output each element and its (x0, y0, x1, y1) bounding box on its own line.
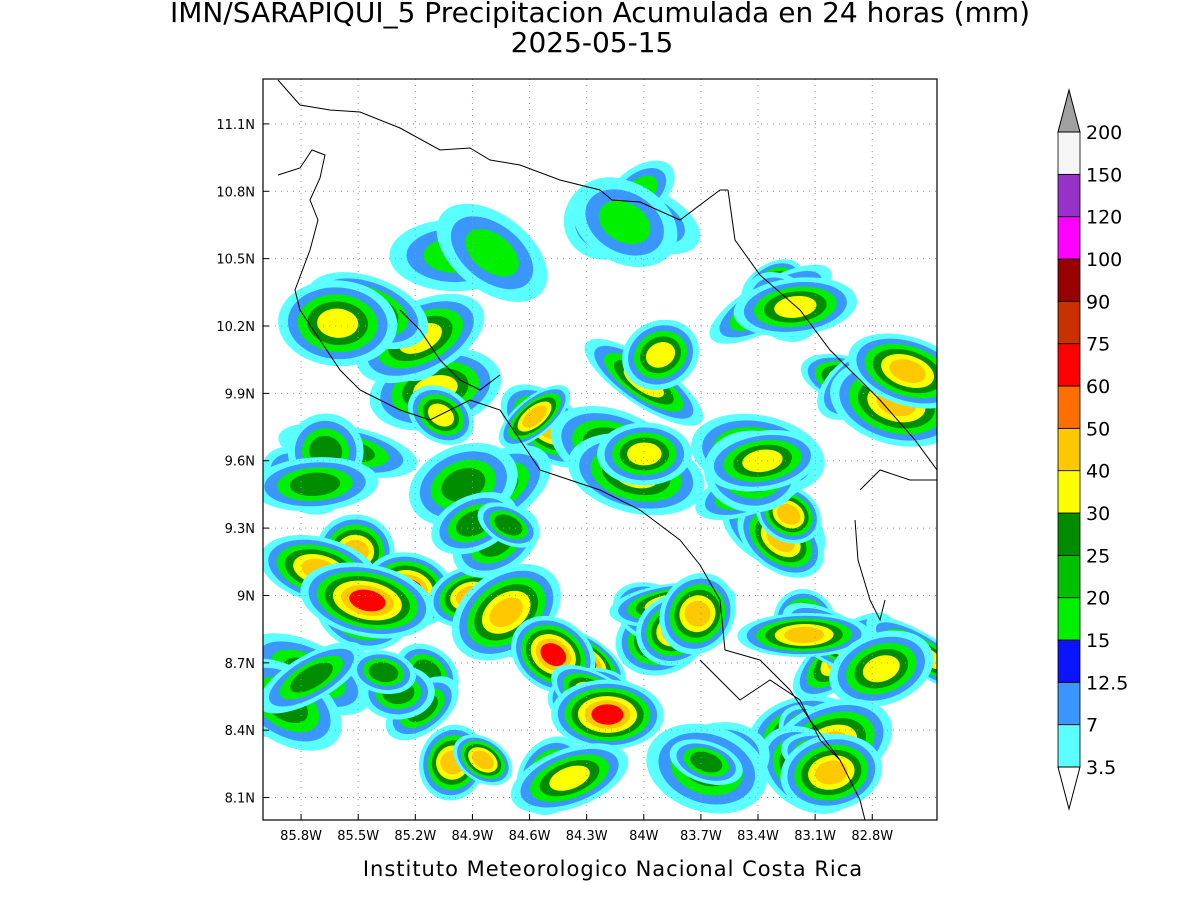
colorbar-box (1057, 639, 1081, 683)
colorbar-label: 90 (1086, 291, 1110, 313)
precip-blob (549, 765, 590, 791)
colorbar-under (1057, 766, 1081, 811)
colorbar-box (1057, 343, 1081, 387)
colorbar-box (1057, 173, 1081, 218)
precip-blob (774, 295, 817, 318)
x-tick-label: 83.4W (737, 829, 779, 844)
precip-blob (465, 228, 519, 277)
colorbar-box (1057, 427, 1081, 472)
colorbar-label: 100 (1086, 249, 1122, 271)
y-tick-label: 10.2N (216, 320, 255, 335)
precip-blob (591, 704, 624, 725)
coastline (277, 79, 937, 820)
colorbar-label: 12.5 (1086, 672, 1128, 694)
colorbar-label: 30 (1086, 503, 1110, 525)
y-tick-label: 8.7N (225, 657, 255, 672)
colorbar-label: 40 (1086, 461, 1110, 483)
colorbar-box (1057, 258, 1081, 302)
y-tick-label: 10.5N (216, 253, 255, 268)
date: 2025-05-15 (511, 26, 674, 59)
precip-blob (368, 662, 399, 683)
x-tick-label: 84.6W (509, 829, 551, 844)
precip-blob (742, 449, 783, 473)
x-tick-label: 83.1W (794, 829, 836, 844)
colorbar: 3.5 7 12.5 15 20 25 30 40 50 60 75 90 100 120 150 200 (1057, 88, 1128, 811)
colorbar-box (1057, 131, 1081, 175)
precip-blob (317, 308, 359, 338)
colorbar-label: 15 (1086, 630, 1110, 652)
colorbar-box (1057, 300, 1081, 345)
precip-blob (645, 342, 676, 368)
precip-blob (627, 442, 662, 466)
map-frame (262, 78, 938, 821)
colorbar-label: 75 (1086, 334, 1110, 356)
x-tick-label: 84.9W (452, 829, 494, 844)
colorbar-label: 60 (1086, 376, 1110, 398)
precip-blob (540, 643, 567, 667)
x-tick-label: 82.8W (851, 829, 893, 844)
colorbar-label: 150 (1086, 164, 1122, 186)
precip-blob (690, 751, 723, 773)
footer: Instituto Meteorologico Nacional Costa R… (363, 857, 863, 881)
colorbar-label: 50 (1086, 418, 1110, 440)
x-tick-label: 85.5W (337, 829, 379, 844)
precip-blob (815, 760, 848, 785)
precip-blob (441, 467, 486, 502)
colorbar-label: 200 (1086, 122, 1122, 144)
y-tick-label: 8.4N (225, 724, 255, 739)
x-tick-label: 84.3W (566, 829, 608, 844)
colorbar-over (1057, 88, 1081, 133)
colorbar-box (1057, 597, 1081, 641)
colorbar-box (1057, 216, 1081, 260)
colorbar-label: 25 (1086, 545, 1110, 567)
grid: 85.8W 85.5W 85.2W 84.9W 84.6W 84.3W 84W 83.7W 83… (216, 79, 937, 844)
precip-blob (598, 200, 651, 245)
precip-blob (289, 472, 341, 497)
precip-blob (776, 503, 801, 525)
y-tick-label: 11.1N (216, 118, 255, 133)
x-tick-label: 83.7W (680, 829, 722, 844)
colorbar-label: 7 (1086, 715, 1098, 737)
precip-blob (522, 405, 547, 428)
y-tick-label: 9.6N (225, 455, 255, 470)
colorbar-box (1057, 512, 1081, 556)
precip-blob (427, 403, 454, 427)
x-tick-label: 84W (629, 829, 659, 844)
y-tick-label: 10.8N (216, 185, 255, 200)
y-tick-label: 8.1N (225, 792, 255, 807)
y-tick-label: 9.3N (225, 522, 255, 537)
colorbar-box (1057, 681, 1081, 726)
colorbar-label: 3.5 (1086, 757, 1116, 779)
precip-blob (684, 600, 711, 627)
precip-field (263, 160, 937, 815)
colorbar-box (1057, 385, 1081, 429)
x-tick-label: 85.2W (394, 829, 436, 844)
colorbar-box (1057, 470, 1081, 514)
precip-blob (494, 514, 523, 536)
precip-blob (784, 626, 825, 644)
colorbar-box (1057, 554, 1081, 599)
x-tick-label: 85.8W (280, 829, 322, 844)
precip-blob (489, 597, 523, 628)
precip-blob (889, 359, 926, 383)
colorbar-box (1057, 724, 1081, 768)
y-tick-label: 9N (237, 589, 255, 604)
title: IMN/SARAPIQUI_5 Precipitacion Acumulada … (170, 0, 1030, 29)
y-tick-label: 9.9N (225, 387, 255, 402)
colorbar-label: 120 (1086, 207, 1122, 229)
precip-blob (471, 750, 494, 770)
colorbar-label: 20 (1086, 588, 1110, 610)
